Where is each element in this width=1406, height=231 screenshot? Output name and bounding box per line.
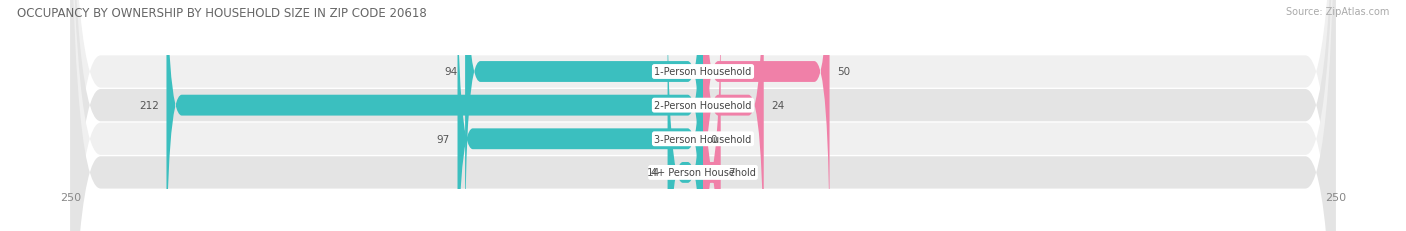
Text: 7: 7 — [728, 168, 735, 178]
Text: 97: 97 — [437, 134, 450, 144]
Text: 3-Person Household: 3-Person Household — [654, 134, 752, 144]
Text: 94: 94 — [444, 67, 457, 77]
FancyBboxPatch shape — [70, 0, 1336, 231]
Text: 50: 50 — [837, 67, 851, 77]
FancyBboxPatch shape — [465, 0, 703, 231]
Text: 1-Person Household: 1-Person Household — [654, 67, 752, 77]
FancyBboxPatch shape — [70, 0, 1336, 231]
FancyBboxPatch shape — [70, 0, 1336, 231]
FancyBboxPatch shape — [703, 0, 830, 231]
Text: 0: 0 — [710, 134, 717, 144]
Text: 24: 24 — [772, 101, 785, 111]
FancyBboxPatch shape — [703, 0, 721, 231]
FancyBboxPatch shape — [457, 0, 703, 231]
FancyBboxPatch shape — [668, 0, 703, 231]
Text: 2-Person Household: 2-Person Household — [654, 101, 752, 111]
FancyBboxPatch shape — [70, 0, 1336, 231]
Text: 212: 212 — [139, 101, 159, 111]
Text: 4+ Person Household: 4+ Person Household — [651, 168, 755, 178]
Text: OCCUPANCY BY OWNERSHIP BY HOUSEHOLD SIZE IN ZIP CODE 20618: OCCUPANCY BY OWNERSHIP BY HOUSEHOLD SIZE… — [17, 7, 426, 20]
FancyBboxPatch shape — [166, 0, 703, 231]
Text: Source: ZipAtlas.com: Source: ZipAtlas.com — [1285, 7, 1389, 17]
Text: 14: 14 — [647, 168, 659, 178]
FancyBboxPatch shape — [703, 0, 763, 231]
